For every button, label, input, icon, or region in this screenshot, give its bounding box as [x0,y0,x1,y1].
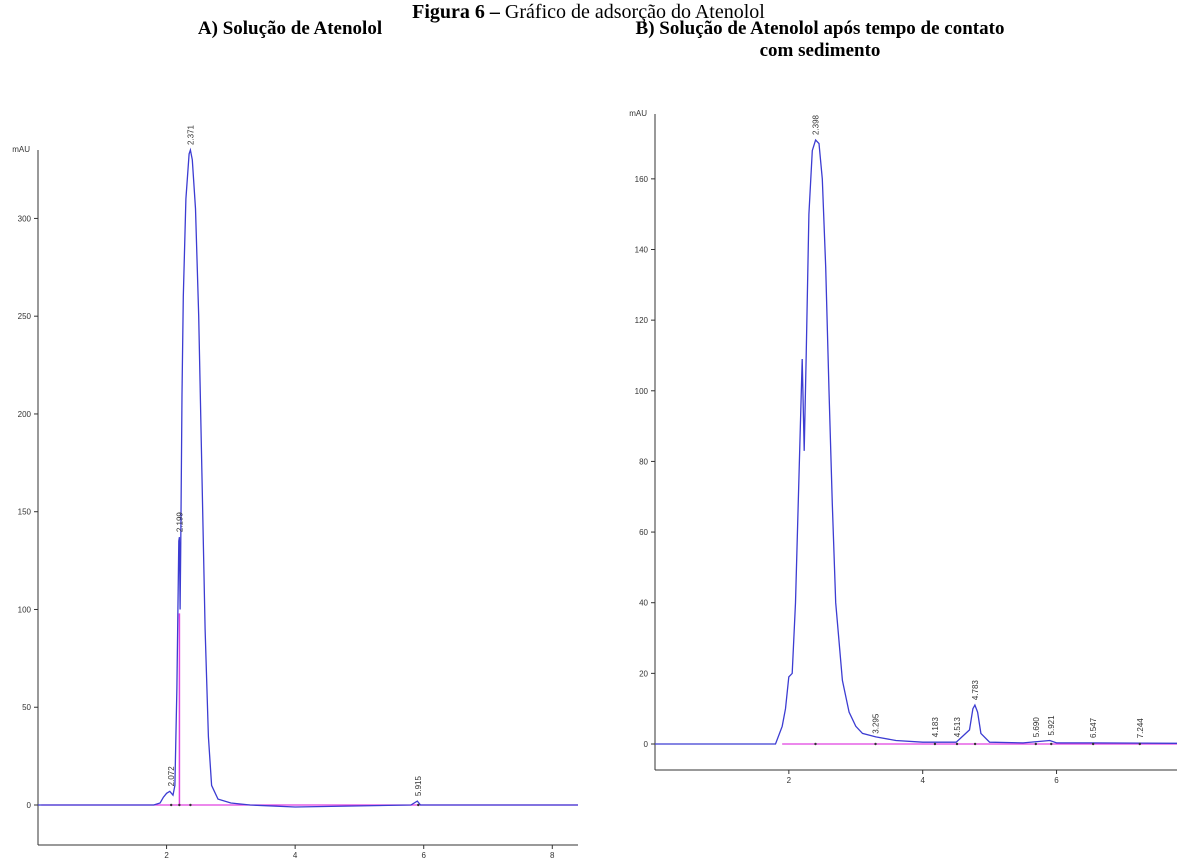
x-tick-label: 8 [550,851,555,859]
peak-marker [955,742,959,746]
figure-title: Figura 6 – Gráfico de adsorção do Atenol… [0,0,1177,24]
y-tick-label: 0 [644,740,649,749]
panel-b-title-line2: com sedimento [759,40,881,61]
peak-label: 2.199 [175,512,184,533]
peak-marker [1138,742,1141,746]
peak-label: 2.398 [811,114,820,135]
y-tick-label: 140 [635,245,649,254]
x-tick-label: 4 [920,776,925,785]
y-tick-label: 120 [635,316,649,325]
y-tick-label: 300 [18,214,32,223]
x-tick-label: 6 [1054,776,1059,785]
peak-label: 4.183 [931,717,940,738]
y-tick-label: 150 [18,508,32,517]
panel-b-title-line1: B) Solução de Atenolol após tempo de con… [635,18,1005,39]
peak-marker [933,742,937,746]
figure-title-text: Gráfico de adsorção do Atenolol [499,1,765,23]
peak-marker [1034,742,1037,746]
y-tick-label: 200 [18,410,32,419]
y-tick-label: 250 [18,312,32,321]
peak-label: 5.915 [414,776,423,797]
y-tick-label: 50 [22,703,31,712]
peak-marker [973,742,977,746]
peak-marker [417,803,420,807]
peak-label: 4.513 [953,717,962,738]
peak-marker [178,803,181,807]
x-tick-label: 2 [164,851,169,859]
x-tick-label: 6 [421,851,426,859]
peak-label: 3.295 [872,713,881,734]
peak-marker [1050,742,1053,746]
peak-label: 7.244 [1136,718,1145,739]
signal-trace [655,138,1177,745]
y-tick-label: 100 [18,605,32,614]
y-axis-label: mAU [629,109,647,118]
y-tick-label: 0 [27,801,32,810]
peak-label: 5.690 [1032,717,1041,738]
panel-b-title: B) Solução de Atenolol após tempo de con… [520,18,1120,62]
peak-label: 2.072 [167,766,176,787]
peak-marker [1091,742,1095,746]
peak-label: 5.921 [1047,715,1056,736]
x-tick-label: 2 [787,776,792,785]
peak-label: 4.783 [971,680,980,701]
peak-marker [874,742,877,746]
panel-b-chart: mAU 0 20 40 60 80 100 120 140 160 2 4 6 2.398 3.295 4.1… [629,109,1177,785]
x-tick-label: 4 [293,851,298,859]
y-tick-label: 60 [639,528,648,537]
y-axis-label: mAU [12,145,30,154]
peak-marker [814,742,817,746]
panel-a-title: A) Solução de Atenolol [197,18,383,39]
y-tick-label: 20 [639,669,648,678]
y-tick-label: 160 [635,175,649,184]
peak-label: 2.371 [186,124,195,145]
peak-marker [189,803,192,807]
figure-title-bold: Figura 6 – [412,1,500,23]
signal-trace [38,147,578,808]
panel-a-chart: mAU 0 50 100 150 200 250 300 2 4 6 8 2.072 2.199 2.371… [12,124,578,859]
peak-marker [170,803,173,807]
y-tick-label: 100 [635,387,649,396]
peak-label: 6.547 [1089,717,1098,738]
y-tick-label: 40 [639,599,648,608]
y-tick-label: 80 [639,457,648,466]
